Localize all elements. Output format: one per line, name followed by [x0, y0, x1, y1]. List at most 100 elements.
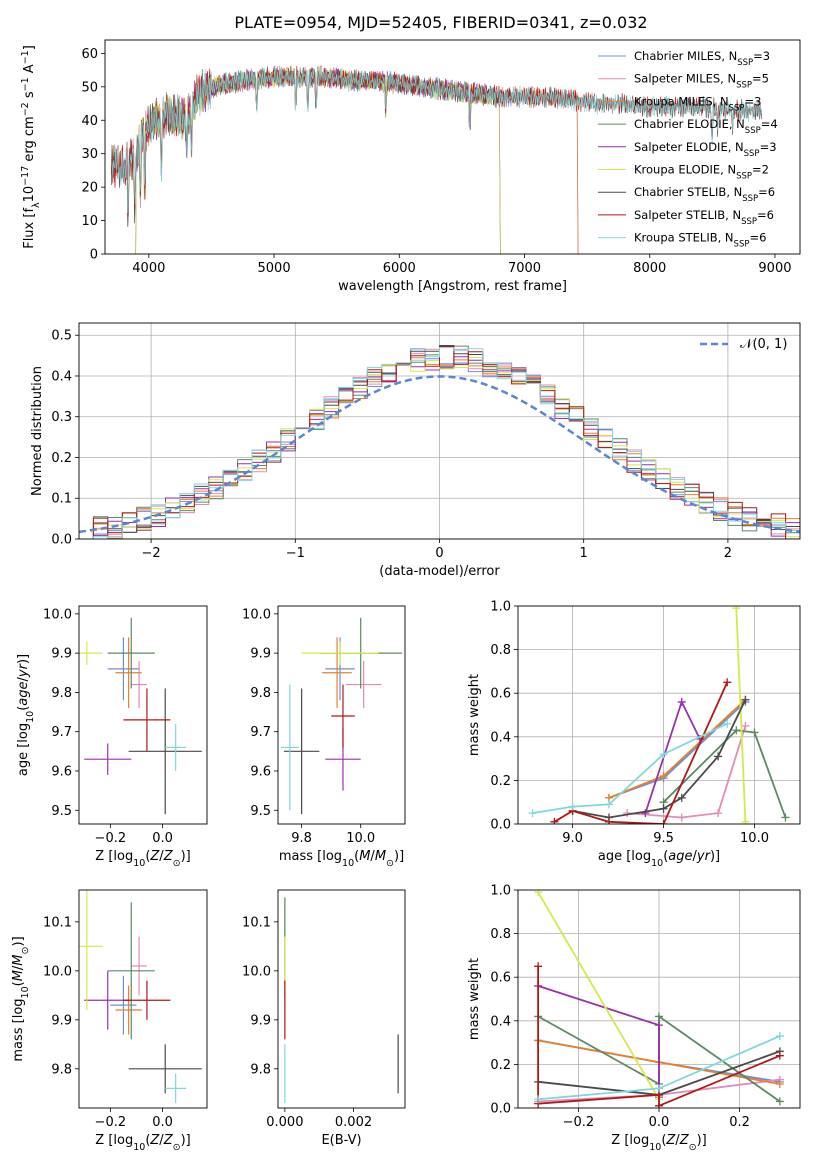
y-tick-label: 9.6 [51, 764, 72, 779]
x-axis-label: Z [log10(Z/Z⊙)] [95, 1133, 190, 1153]
weight-marker [732, 606, 741, 613]
y-tick-label: 10.1 [43, 915, 72, 930]
y-tick-label: 9.8 [250, 686, 271, 701]
weight-vs-age-axes: 9.0 9.5 10.0 0.0 0.2 0.4 0.6 0.8 1.0 age [log10(a… [467, 600, 801, 869]
weight-line [662, 729, 787, 818]
legend-entry: Salpeter STELIB, NSSP=6 [634, 208, 774, 227]
y-tick-label: 0.0 [490, 1102, 511, 1117]
weight-marker [775, 1051, 784, 1060]
x-axis-label: mass [log10(M/M⊙)] [279, 849, 404, 869]
weight-marker [677, 813, 686, 822]
x-axis-label: E(B-V) [321, 1133, 361, 1148]
y-axis-label: Flux [fλ10−17 erg cm−2 s−1 A−1] [20, 45, 42, 249]
x-axis-label: age [log10(age/yr)] [598, 849, 720, 869]
y-tick-label: 9.5 [250, 804, 271, 819]
x-tick-label: 0.0 [152, 831, 173, 846]
legend-entry: Kroupa MILES, NSSP=3 [634, 94, 761, 113]
weight-line [644, 699, 701, 814]
weight-marker [775, 1080, 784, 1089]
y-tick-label: 10.0 [242, 607, 271, 622]
y-tick-label: 9.8 [51, 686, 72, 701]
age-vs-z-axes: −0.2 0.0 9.5 9.6 9.7 9.8 9.9 10.0 Z [log10(Z/Z⊙)… [16, 605, 208, 869]
weight-marker [741, 817, 750, 824]
x-tick-label: −2 [142, 546, 161, 561]
axes-frame [277, 889, 406, 1109]
y-tick-label: 0.2 [490, 1058, 511, 1073]
y-tick-label: 0.4 [51, 369, 72, 384]
weight-marker [655, 1021, 663, 1030]
x-tick-label: 0.000 [266, 1115, 303, 1130]
y-tick-label: 0 [90, 248, 98, 263]
y-tick-label: 0.8 [490, 643, 511, 658]
axes-frame [78, 605, 208, 825]
spectrum-line [111, 65, 763, 214]
weight-marker [655, 1084, 663, 1093]
weight-marker [659, 750, 668, 759]
y-tick-label: 1.0 [490, 600, 511, 615]
weight-marker [677, 697, 686, 706]
x-tick-label: 0 [435, 546, 443, 561]
weight-marker [775, 1032, 784, 1041]
x-tick-label: 5000 [258, 261, 291, 276]
y-tick-label: 10 [81, 214, 98, 229]
weight-marker [723, 719, 732, 728]
weight-marker [604, 800, 613, 809]
weight-vs-z-axes-plot-area [518, 890, 800, 1108]
weight-marker [741, 695, 750, 704]
y-tick-label: 0.2 [490, 774, 511, 789]
mass-vs-ebv-axes-plot-area [284, 897, 399, 1104]
weight-line [735, 608, 747, 822]
y-tick-label: 9.8 [51, 1062, 72, 1077]
y-tick-label: 0.4 [490, 1014, 511, 1029]
residual-axes: −2 −1 0 1 2 0.0 0.1 0.2 0.3 0.4 0.5 (data-model)/er… [30, 322, 801, 579]
residual-histogram [79, 345, 800, 539]
y-tick-label: 1.0 [490, 884, 511, 899]
y-tick-label: 50 [81, 80, 98, 95]
x-tick-label: 9.0 [562, 831, 583, 846]
weight-marker [775, 1097, 784, 1106]
y-axis-label: mass weight [467, 674, 482, 756]
x-tick-label: 8000 [633, 261, 666, 276]
legend-entry: Chabrier STELIB, NSSP=6 [634, 185, 775, 204]
x-tick-label: 0.2 [729, 1115, 750, 1130]
y-tick-label: 0.0 [490, 818, 511, 833]
x-axis-label: Z [log10(Z/Z⊙)] [95, 849, 190, 869]
y-axis-label: mass [log10(M/M⊙)] [11, 936, 31, 1061]
weight-line [537, 985, 660, 1098]
x-axis-label: Z [log10(Z/Z⊙)] [611, 1133, 706, 1153]
y-tick-label: 0.0 [51, 533, 72, 548]
y-tick-label: 9.9 [250, 647, 271, 662]
residual-axes-plot-area [79, 323, 800, 539]
y-tick-label: 0.3 [51, 410, 72, 425]
mass-vs-z-axes: −0.2 0.0 9.8 9.9 10.0 10.1 Z [log10(Z/Z⊙)] mass… [11, 889, 208, 1153]
axes-frame [517, 889, 801, 1109]
x-tick-label: 9.5 [653, 831, 674, 846]
x-tick-label: 9000 [758, 261, 791, 276]
y-tick-label: 0.1 [51, 492, 72, 507]
weight-line [553, 681, 729, 824]
weight-marker [723, 678, 732, 687]
age-vs-z-axes-plot-area [79, 617, 202, 815]
mass-vs-ebv-axes: 0.000 0.002 9.8 9.9 10.0 10.1 E(B-V) [242, 889, 406, 1148]
y-tick-label: 0.2 [51, 451, 72, 466]
x-tick-label: 0.0 [152, 1115, 173, 1130]
weight-marker [677, 793, 686, 802]
weight-marker [659, 772, 668, 781]
weight-marker [655, 1012, 663, 1021]
legend-entry: Kroupa STELIB, NSSP=6 [634, 231, 766, 250]
y-tick-label: 20 [81, 181, 98, 196]
spectrum-axes: 4000 5000 6000 7000 8000 9000 0 10 20 30 40 50 60 wav… [20, 39, 801, 294]
weight-marker [550, 817, 559, 824]
x-tick-label: −1 [286, 546, 305, 561]
y-tick-label: 9.7 [250, 725, 271, 740]
y-tick-label: 9.7 [51, 725, 72, 740]
axes-frame [104, 39, 801, 255]
residual-histogram [79, 347, 800, 539]
weight-marker [623, 809, 632, 818]
x-tick-label: 0.0 [649, 1115, 670, 1130]
y-tick-label: 10.0 [43, 964, 72, 979]
age-vs-mass-axes-plot-area [280, 617, 403, 815]
weight-marker [534, 1095, 543, 1104]
legend-entry: Salpeter MILES, NSSP=5 [634, 72, 769, 91]
